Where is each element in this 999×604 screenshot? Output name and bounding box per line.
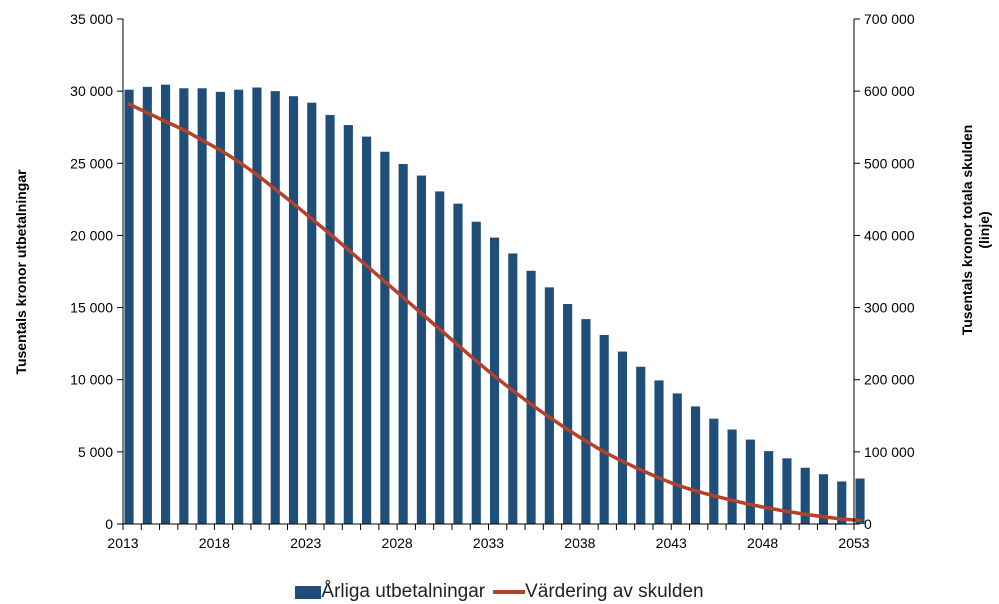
- left-tick-label: 15 000: [70, 300, 113, 316]
- bar-2024: [325, 114, 335, 524]
- bar-2014: [142, 86, 152, 525]
- bar-2028: [398, 164, 408, 524]
- combo-chart: 0 5 000 10 000 15 000 20 000 25 000 30 000 35 0…: [13, 11, 992, 551]
- legend-bar-swatch: [295, 585, 322, 599]
- x-tick-label: 2033: [473, 535, 504, 551]
- right-tick-label: 100 000: [864, 444, 915, 460]
- bar-2031: [453, 203, 463, 524]
- bar-2052: [837, 481, 847, 524]
- right-tick-label: 0: [864, 516, 872, 532]
- legend-line-label: Värdering av skulden: [525, 581, 704, 602]
- bar-series-arliga-utbetalningar: [124, 84, 865, 525]
- x-tick-label: 2043: [656, 535, 687, 551]
- right-tick-label: 700 000: [864, 11, 915, 27]
- x-tick-label: 2028: [382, 535, 413, 551]
- left-axis-title: Tusentals kronor utbetalningar: [13, 169, 29, 375]
- left-tick-label: 5 000: [78, 444, 113, 460]
- right-axis-tick-labels: 0 100 000 200 000 300 000 400 000 500 000 600 …: [864, 11, 915, 532]
- axis-ticks: [117, 18, 860, 530]
- bar-2046: [727, 429, 737, 524]
- left-tick-label: 0: [105, 516, 113, 532]
- left-tick-label: 25 000: [70, 155, 113, 171]
- left-axis-tick-labels: 0 5 000 10 000 15 000 20 000 25 000 30 000 35 0…: [70, 11, 113, 532]
- bar-2029: [416, 175, 426, 525]
- bar-2041: [636, 366, 646, 524]
- bar-2036: [544, 287, 554, 524]
- bar-2048: [764, 451, 774, 524]
- bar-2047: [745, 439, 755, 524]
- bar-2013: [124, 89, 134, 524]
- legend-item-line: Värdering av skulden: [489, 581, 704, 603]
- bar-2040: [617, 351, 628, 524]
- bar-2020: [252, 87, 262, 525]
- bar-2037: [563, 303, 573, 524]
- bar-2042: [654, 380, 664, 524]
- bar-2039: [599, 334, 609, 524]
- bar-2018: [215, 91, 225, 524]
- bar-2035: [526, 270, 536, 524]
- bar-2051: [818, 474, 829, 524]
- bar-2022: [288, 96, 299, 524]
- bar-2050: [800, 467, 810, 524]
- x-tick-label: 2053: [838, 535, 869, 551]
- x-tick-label: 2013: [107, 535, 138, 551]
- bar-2026: [362, 136, 372, 525]
- bar-2043: [672, 393, 682, 524]
- bar-2030: [435, 191, 445, 524]
- bar-2017: [197, 88, 207, 524]
- bar-2049: [782, 458, 792, 524]
- left-tick-label: 30 000: [70, 83, 113, 99]
- legend-line-swatch: [493, 590, 526, 594]
- x-tick-label: 2018: [199, 535, 230, 551]
- bar-2021: [270, 91, 280, 525]
- left-tick-label: 20 000: [70, 227, 113, 243]
- right-axis-title-line2: (linje): [976, 211, 992, 248]
- bar-2032: [471, 221, 481, 524]
- x-tick-label: 2023: [290, 535, 321, 551]
- x-tick-label: 2048: [747, 535, 778, 551]
- right-tick-label: 400 000: [864, 227, 915, 243]
- bar-2025: [343, 125, 353, 525]
- right-axis-title: Tusentals kronor totala skulden: [959, 125, 975, 336]
- right-tick-label: 300 000: [864, 300, 915, 316]
- legend-item-bars: Årliga utbetalningar: [295, 581, 485, 603]
- bar-2045: [709, 418, 719, 524]
- bar-2027: [380, 151, 390, 524]
- legend-bar-label: Årliga utbetalningar: [321, 581, 486, 602]
- bar-2015: [161, 84, 171, 525]
- bar-2033: [489, 237, 500, 525]
- left-tick-label: 35 000: [70, 11, 113, 27]
- x-axis-tick-labels: 2013 2018 2023 2028 2033 2038 2043 2048 2053: [107, 535, 869, 551]
- right-tick-label: 600 000: [864, 83, 915, 99]
- line-series-vardering-av-skulden: [127, 102, 862, 523]
- bar-2053: [855, 478, 865, 524]
- x-tick-label: 2038: [564, 535, 595, 551]
- bar-2044: [690, 406, 701, 524]
- right-tick-label: 200 000: [864, 372, 915, 388]
- right-tick-label: 500 000: [864, 155, 915, 171]
- legend: Årliga utbetalningar Värdering av skulde…: [0, 580, 999, 604]
- bar-2038: [581, 319, 591, 524]
- bar-2023: [307, 102, 317, 524]
- bar-2016: [179, 88, 189, 524]
- left-tick-label: 10 000: [70, 372, 113, 388]
- bar-2019: [234, 89, 244, 524]
